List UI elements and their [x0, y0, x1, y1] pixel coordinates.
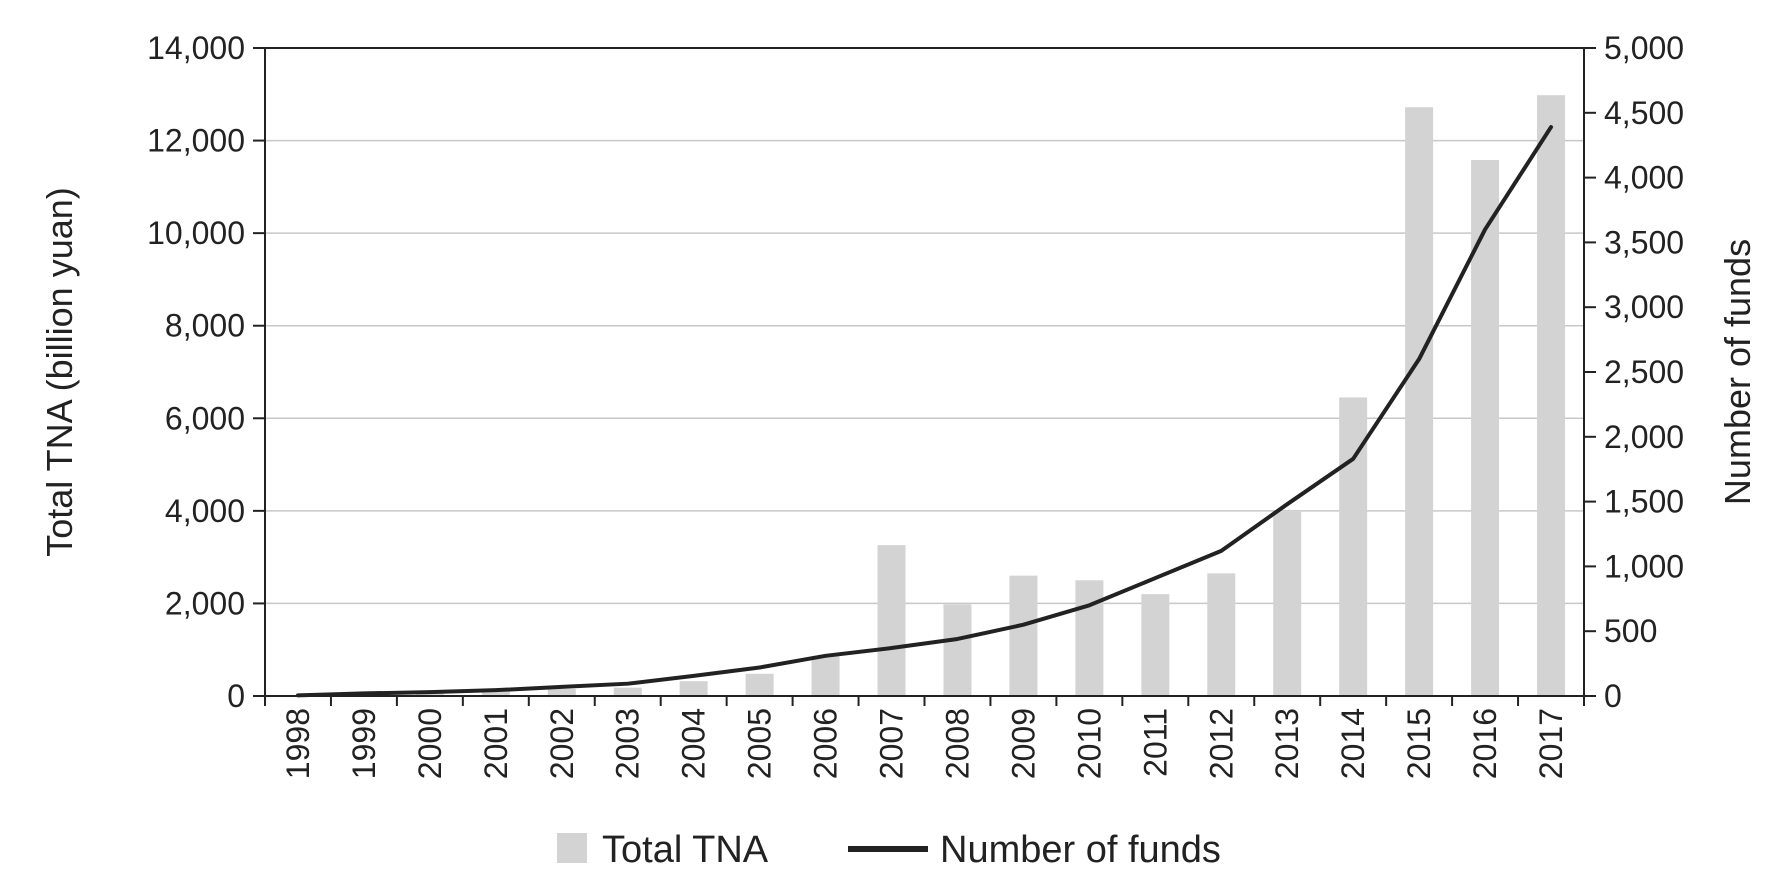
left-tick-label-4: 8,000: [165, 308, 245, 344]
x-tick-label-2005: 2005: [742, 708, 778, 779]
x-tick-label-2009: 2009: [1005, 708, 1041, 779]
x-tick-label-2001: 2001: [478, 708, 514, 779]
bar-2004: [679, 681, 708, 696]
right-tick-label-5: 2,500: [1604, 354, 1684, 390]
left-tick-label-3: 6,000: [165, 400, 245, 436]
x-tick-label-2017: 2017: [1533, 708, 1569, 779]
left-tick-label-5: 10,000: [147, 215, 245, 251]
bar-2016: [1471, 160, 1500, 697]
right-tick-label-9: 4,500: [1604, 95, 1684, 131]
bar-2000: [415, 692, 444, 696]
x-tick-label-2002: 2002: [544, 708, 580, 779]
bar-2007: [877, 545, 906, 696]
x-tick-label-1998: 1998: [280, 708, 316, 779]
x-tick-label-2012: 2012: [1203, 708, 1239, 779]
right-tick-label-7: 3,500: [1604, 224, 1684, 260]
x-tick-label-2014: 2014: [1335, 708, 1371, 779]
right-tick-label-4: 2,000: [1604, 419, 1684, 455]
bar-2015: [1405, 107, 1434, 696]
axes: [264, 47, 1585, 697]
bar-2005: [745, 673, 774, 696]
bar-2003: [613, 687, 642, 696]
right-tick-label-1: 500: [1604, 613, 1657, 649]
right-tick-label-10: 5,000: [1604, 30, 1684, 66]
bar-2012: [1207, 573, 1236, 696]
left-tick-label-7: 14,000: [147, 30, 245, 66]
bar-2001: [481, 691, 510, 696]
legend-swatch-total-tna: [557, 833, 587, 863]
x-tick-label-2016: 2016: [1467, 708, 1503, 779]
tna-bars: [283, 95, 1566, 697]
x-tick-label-2007: 2007: [874, 708, 910, 779]
x-tick-label-2013: 2013: [1269, 708, 1305, 779]
legend-label-number-of-funds: Number of funds: [940, 829, 1221, 871]
bar-2002: [547, 689, 576, 696]
left-tick-label-6: 12,000: [147, 123, 245, 159]
left-axis-title: Total TNA (billion yuan): [39, 187, 80, 557]
left-axis-ticks: 0 2,000 4,000 6,000 8,000 10,000 12,000 14,000: [147, 30, 265, 714]
bar-2013: [1273, 511, 1302, 696]
left-tick-label-1: 2,000: [165, 585, 245, 621]
bar-2011: [1141, 594, 1170, 696]
x-tick-label-2003: 2003: [610, 708, 646, 779]
bar-2017: [1537, 95, 1566, 696]
x-tick-label-2015: 2015: [1401, 708, 1437, 779]
bar-2008: [943, 604, 972, 696]
right-tick-label-6: 3,000: [1604, 289, 1684, 325]
right-axis-title: Number of funds: [1717, 239, 1758, 505]
legend: Total TNA Number of funds: [557, 829, 1221, 871]
right-tick-label-2: 1,000: [1604, 548, 1684, 584]
x-tick-label-2008: 2008: [939, 708, 975, 779]
x-tick-label-2000: 2000: [412, 708, 448, 779]
bar-2010: [1075, 580, 1104, 696]
right-tick-label-0: 0: [1604, 678, 1622, 714]
legend-label-total-tna: Total TNA: [602, 829, 769, 871]
x-axis-ticks: 1998 1999 2000 2001 2002 2003 2004 2005 2006 2007…: [264, 696, 1585, 779]
right-axis-ticks: 0 500 1,000 1,500 2,000 2,500 3,000 3,500 4,000 4…: [1584, 30, 1684, 714]
bar-2006: [811, 656, 840, 696]
x-tick-label-2006: 2006: [808, 708, 844, 779]
x-tick-label-2010: 2010: [1071, 708, 1107, 779]
left-tick-label-0: 0: [227, 678, 245, 714]
right-tick-label-8: 4,000: [1604, 160, 1684, 196]
x-tick-label-2011: 2011: [1137, 708, 1173, 777]
bar-2009: [1009, 575, 1038, 696]
number-of-funds-line: [295, 125, 1554, 698]
x-tick-label-1999: 1999: [346, 708, 382, 779]
gridlines: [265, 139, 1584, 605]
right-tick-label-3: 1,500: [1604, 484, 1684, 520]
left-tick-label-2: 4,000: [165, 493, 245, 529]
x-tick-label-2004: 2004: [676, 708, 712, 779]
